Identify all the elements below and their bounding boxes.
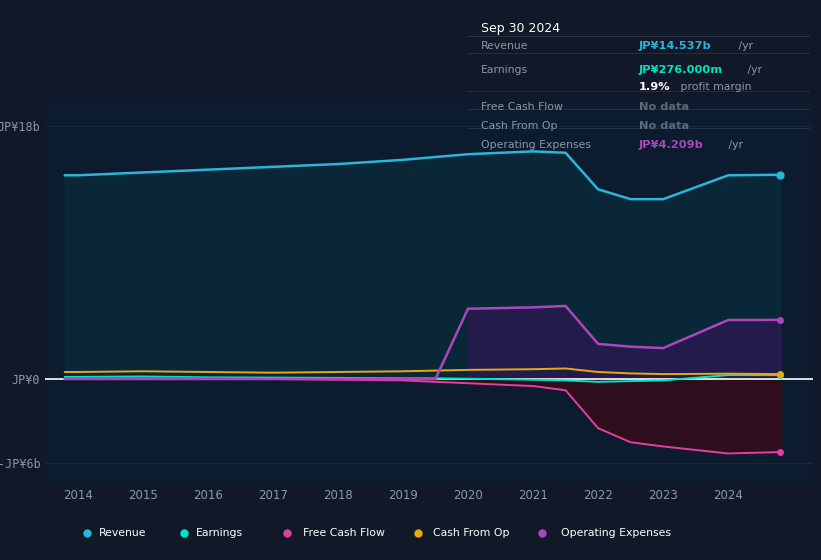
Text: Revenue: Revenue: [481, 41, 529, 51]
Text: 1.9%: 1.9%: [639, 82, 671, 92]
Text: Cash From Op: Cash From Op: [433, 529, 509, 538]
Text: Operating Expenses: Operating Expenses: [562, 529, 672, 538]
Text: /yr: /yr: [725, 141, 743, 150]
Text: Free Cash Flow: Free Cash Flow: [481, 102, 562, 112]
Text: JP¥4.209b: JP¥4.209b: [639, 141, 704, 150]
Text: No data: No data: [639, 121, 689, 131]
Text: Operating Expenses: Operating Expenses: [481, 141, 591, 150]
Text: Earnings: Earnings: [196, 529, 243, 538]
Text: No data: No data: [639, 102, 689, 112]
Text: JP¥14.537b: JP¥14.537b: [639, 41, 712, 51]
Text: Free Cash Flow: Free Cash Flow: [303, 529, 385, 538]
Text: /yr: /yr: [735, 41, 753, 51]
Text: JP¥276.000m: JP¥276.000m: [639, 64, 722, 74]
Text: Sep 30 2024: Sep 30 2024: [481, 22, 560, 35]
Text: Earnings: Earnings: [481, 64, 528, 74]
Text: /yr: /yr: [745, 64, 763, 74]
Text: Revenue: Revenue: [99, 529, 147, 538]
Text: Cash From Op: Cash From Op: [481, 121, 557, 131]
Text: profit margin: profit margin: [677, 82, 752, 92]
